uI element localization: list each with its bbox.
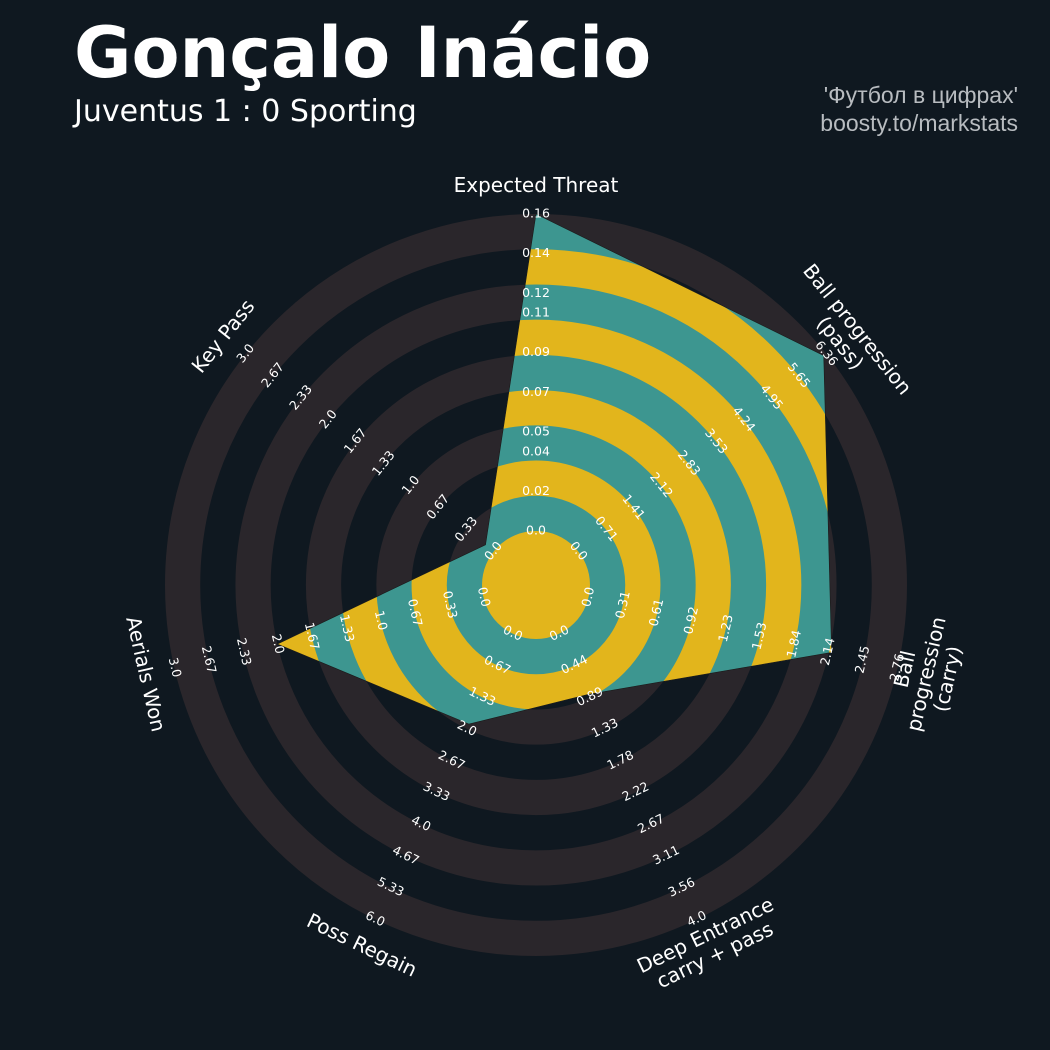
alt-band xyxy=(482,531,590,639)
tick-label: 0.14 xyxy=(522,245,550,260)
tick-label: 1.67 xyxy=(302,621,323,651)
tick-label: 0.31 xyxy=(612,589,633,619)
tick-label: 3.0 xyxy=(166,656,185,679)
tick-label: 0.16 xyxy=(522,206,550,221)
tick-label: 2.14 xyxy=(817,636,838,667)
subtitle: Juventus 1 : 0 Sporting xyxy=(74,94,417,129)
tick-label: 2.33 xyxy=(234,636,255,666)
tick-label: 1.84 xyxy=(783,629,804,660)
tick-label: 0.92 xyxy=(680,605,701,635)
tick-label: 0.12 xyxy=(522,285,550,300)
tick-label: 0.0 xyxy=(526,523,546,538)
tick-label: 0.02 xyxy=(522,483,550,498)
tick-label: 1.0 xyxy=(372,609,391,632)
tick-label: 0.0 xyxy=(578,585,597,608)
tick-label: 2.0 xyxy=(269,632,288,655)
credit: 'Футбол в цифрах' xyxy=(823,82,1018,108)
credit: boosty.to/markstats xyxy=(820,110,1018,136)
tick-label: 1.23 xyxy=(715,613,736,643)
tick-label: 2.76 xyxy=(886,652,907,683)
tick-label: 0.04 xyxy=(522,443,550,458)
tick-label: 1.53 xyxy=(749,621,770,651)
alt-band xyxy=(411,460,661,710)
tick-label: 0.07 xyxy=(522,384,550,399)
tick-label: 2.45 xyxy=(852,644,873,674)
tick-label: 0.11 xyxy=(522,305,550,320)
alt-band xyxy=(277,249,832,725)
tick-label: 0.05 xyxy=(522,423,550,438)
tick-label: 0.0 xyxy=(475,585,494,608)
tick-label: 0.09 xyxy=(522,344,550,359)
tick-label: 0.67 xyxy=(405,597,426,627)
tick-label: 2.67 xyxy=(199,644,220,674)
title: Gonçalo Inácio xyxy=(74,12,652,94)
param-label: Expected Threat xyxy=(453,173,619,197)
tick-label: 0.61 xyxy=(646,597,667,627)
tick-label: 0.33 xyxy=(440,589,461,619)
polygon-edge xyxy=(276,213,832,725)
tick-label: 1.33 xyxy=(337,613,358,643)
